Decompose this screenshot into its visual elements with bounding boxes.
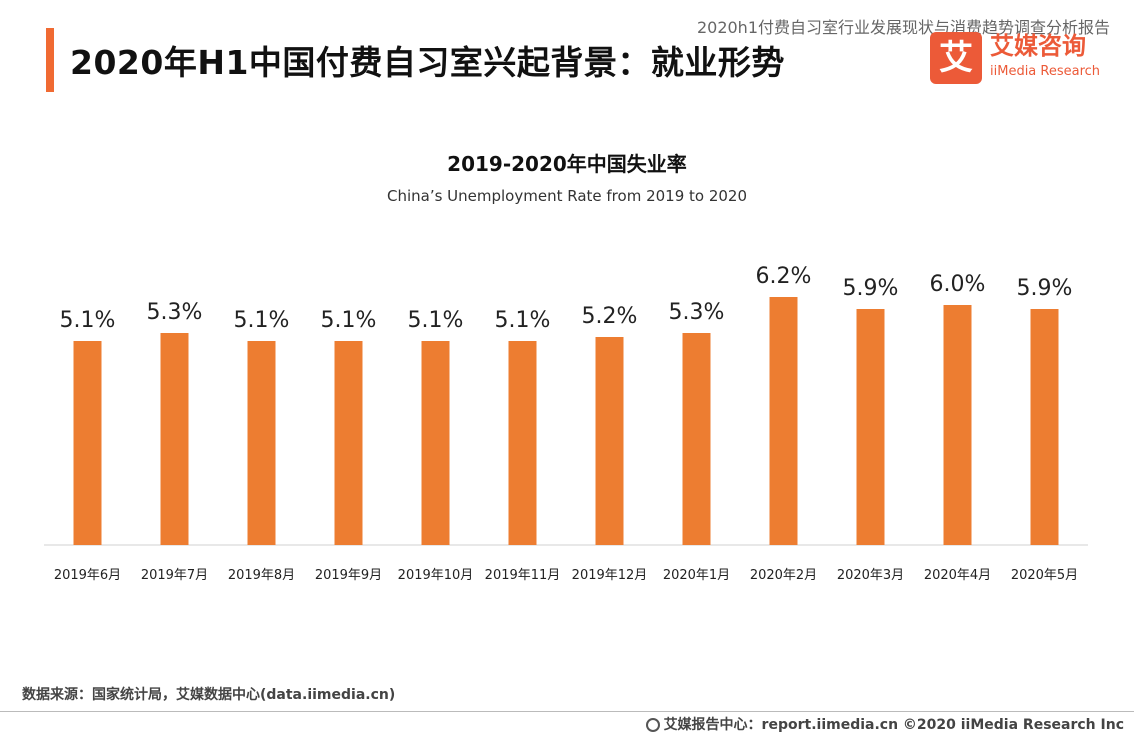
x-tick-label-10: 2020年4月 — [924, 568, 991, 583]
data-label-2: 5.1% — [234, 308, 290, 333]
x-tick-label-9: 2020年3月 — [837, 568, 904, 583]
x-tick-label-4: 2019年10月 — [398, 568, 474, 583]
title-accent-bar — [46, 28, 54, 92]
bar-7 — [682, 333, 711, 545]
data-label-5: 5.1% — [495, 308, 551, 333]
data-label-11: 5.9% — [1017, 276, 1073, 301]
data-label-7: 5.3% — [669, 300, 725, 325]
footer-credit: 艾媒报告中心：report.iimedia.cn ©2020 iiMedia R… — [645, 714, 1124, 734]
bar-6 — [595, 337, 624, 545]
logo-mark-icon: 艾 — [930, 32, 982, 84]
report-title: 2020h1付费自习室行业发展现状与消费趋势调查分析报告 — [696, 18, 1110, 37]
x-tick-label-6: 2019年12月 — [572, 568, 648, 583]
page-title: 2020年H1中国付费自习室兴起背景：就业形势 — [70, 43, 785, 82]
x-tick-label-7: 2020年1月 — [663, 568, 730, 583]
x-tick-label-8: 2020年2月 — [750, 568, 817, 583]
bar-2 — [247, 341, 276, 545]
x-tick-label-0: 2019年6月 — [54, 568, 121, 583]
bar-8 — [769, 297, 798, 545]
x-tick-label-3: 2019年9月 — [315, 568, 382, 583]
data-label-1: 5.3% — [147, 300, 203, 325]
bar-9 — [856, 309, 885, 545]
data-label-6: 5.2% — [582, 304, 638, 329]
chart-title: 2019-2020年中国失业率 — [447, 152, 687, 176]
x-tick-label-5: 2019年11月 — [485, 568, 561, 583]
globe-icon — [645, 718, 660, 732]
x-tick-label-11: 2020年5月 — [1011, 568, 1078, 583]
data-label-4: 5.1% — [408, 308, 464, 333]
footer-credit-text: 艾媒报告中心：report.iimedia.cn ©2020 iiMedia R… — [663, 717, 1124, 733]
chart-subtitle: China’s Unemployment Rate from 2019 to 2… — [386, 187, 748, 205]
footer-divider — [0, 711, 1134, 712]
data-label-9: 5.9% — [843, 276, 899, 301]
data-label-0: 5.1% — [60, 308, 116, 333]
brand-logo: 艾 艾媒咨询 iiMedia Research — [930, 32, 1110, 84]
logo-chinese-name: 艾媒咨询 — [990, 32, 1086, 60]
x-tick-label-1: 2019年7月 — [141, 568, 208, 583]
data-label-10: 6.0% — [930, 272, 986, 297]
bar-11 — [1030, 309, 1059, 545]
data-label-3: 5.1% — [321, 308, 377, 333]
bar-10 — [943, 305, 972, 545]
logo-english-name: iiMedia Research — [990, 64, 1101, 79]
data-label-8: 6.2% — [756, 264, 812, 289]
bar-0 — [73, 341, 102, 545]
bar-5 — [508, 341, 537, 545]
bar-1 — [160, 333, 189, 545]
x-tick-label-2: 2019年8月 — [228, 568, 295, 583]
bar-4 — [421, 341, 450, 545]
data-source: 数据来源：国家统计局，艾媒数据中心(data.iimedia.cn) — [22, 687, 396, 703]
bar-chart: 5.1% 2019年6月 5.3% 2019年7月 5.1% 2019年8月 5.1% 201… — [44, 264, 1088, 583]
bar-3 — [334, 341, 363, 545]
